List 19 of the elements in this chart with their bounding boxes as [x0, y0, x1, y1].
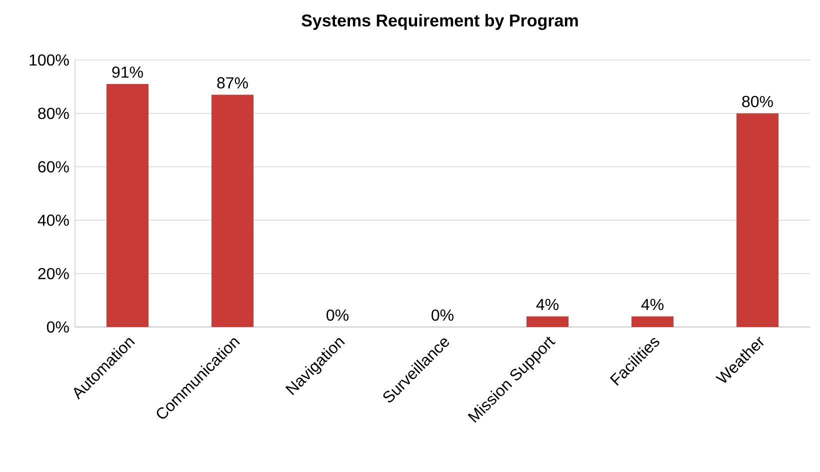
- y-tick-label: 80%: [38, 108, 69, 120]
- y-tick-label: 100%: [30, 54, 69, 66]
- y-tick-label: 60%: [38, 161, 69, 172]
- data-label: 4%: [536, 298, 558, 310]
- data-label: 4%: [641, 298, 664, 310]
- bar: [106, 84, 148, 327]
- chart-title: Systems Requirement by Program: [302, 14, 578, 30]
- bar: [736, 113, 778, 327]
- bar: [631, 316, 674, 327]
- data-label: 0%: [326, 309, 348, 321]
- data-label: 91%: [112, 66, 143, 78]
- data-label: 0%: [432, 309, 454, 321]
- y-tick-label: 20%: [38, 268, 69, 280]
- y-tick-label: 0%: [46, 321, 69, 333]
- data-label: 87%: [217, 77, 248, 89]
- bar: [212, 94, 254, 327]
- data-label: 80%: [742, 96, 773, 108]
- y-tick-label: 40%: [38, 214, 69, 226]
- bar: [526, 316, 568, 327]
